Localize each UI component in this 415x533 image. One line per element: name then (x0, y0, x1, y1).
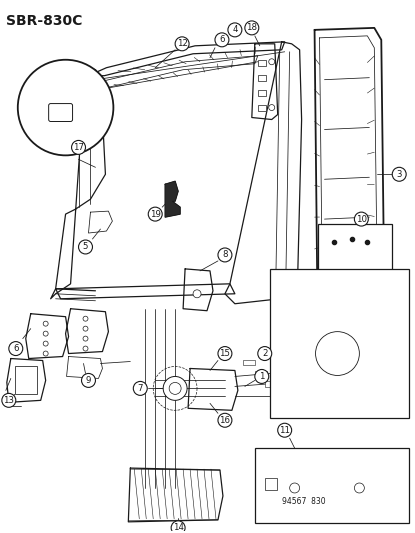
Text: 13: 13 (3, 396, 15, 405)
Circle shape (9, 342, 23, 356)
Bar (258, 60, 266, 66)
Text: 6: 6 (219, 35, 225, 44)
Circle shape (43, 331, 48, 336)
Circle shape (83, 336, 88, 341)
Text: 3: 3 (396, 170, 402, 179)
Circle shape (133, 382, 147, 395)
Text: 5: 5 (83, 243, 88, 252)
Circle shape (315, 332, 359, 375)
Text: 2: 2 (262, 349, 268, 358)
Circle shape (81, 374, 95, 387)
Text: 6: 6 (13, 344, 19, 353)
Circle shape (218, 346, 232, 360)
Bar (255, 448, 409, 523)
Circle shape (71, 140, 85, 155)
Text: 7: 7 (137, 384, 143, 393)
Circle shape (43, 351, 48, 356)
Text: 94567  830: 94567 830 (282, 497, 325, 506)
Circle shape (290, 483, 300, 493)
Bar (265, 478, 277, 490)
Text: 11: 11 (279, 426, 290, 435)
Circle shape (43, 321, 48, 326)
Circle shape (163, 376, 187, 400)
Circle shape (83, 346, 88, 351)
Circle shape (78, 240, 93, 254)
Circle shape (175, 37, 189, 51)
Circle shape (148, 207, 162, 221)
Circle shape (278, 423, 292, 437)
Bar (317, 224, 392, 276)
Bar (270, 269, 409, 418)
Circle shape (258, 346, 272, 360)
FancyBboxPatch shape (49, 103, 73, 122)
Circle shape (354, 483, 364, 493)
Polygon shape (165, 181, 180, 217)
Text: 4: 4 (232, 26, 238, 34)
Circle shape (18, 60, 113, 155)
Circle shape (255, 369, 269, 383)
Bar (265, 382, 277, 387)
Text: 9: 9 (86, 376, 91, 385)
Text: 19: 19 (150, 209, 161, 219)
Text: 15: 15 (220, 349, 230, 358)
Circle shape (218, 248, 232, 262)
Circle shape (171, 521, 185, 533)
Text: 10: 10 (356, 215, 367, 224)
Circle shape (83, 316, 88, 321)
Bar (255, 372, 267, 377)
Circle shape (83, 326, 88, 331)
Circle shape (169, 382, 181, 394)
Circle shape (245, 21, 259, 35)
Text: 12: 12 (177, 39, 188, 49)
Bar (258, 75, 266, 80)
Circle shape (2, 393, 16, 407)
Text: 14: 14 (173, 523, 183, 532)
Circle shape (218, 413, 232, 427)
Text: SBR-830C: SBR-830C (6, 14, 82, 28)
Bar (15, 367, 37, 394)
Bar (243, 360, 255, 366)
Circle shape (392, 167, 406, 181)
Text: 18: 18 (247, 23, 257, 33)
Bar (258, 104, 266, 110)
Text: 17: 17 (73, 143, 84, 152)
Circle shape (43, 341, 48, 346)
Bar (258, 90, 266, 95)
Circle shape (269, 59, 275, 64)
Text: 16: 16 (220, 416, 230, 425)
Circle shape (193, 290, 201, 298)
Circle shape (269, 104, 275, 110)
Circle shape (228, 23, 242, 37)
Text: 8: 8 (222, 251, 228, 260)
Text: 1: 1 (259, 372, 264, 381)
Circle shape (354, 212, 369, 226)
Circle shape (215, 33, 229, 47)
